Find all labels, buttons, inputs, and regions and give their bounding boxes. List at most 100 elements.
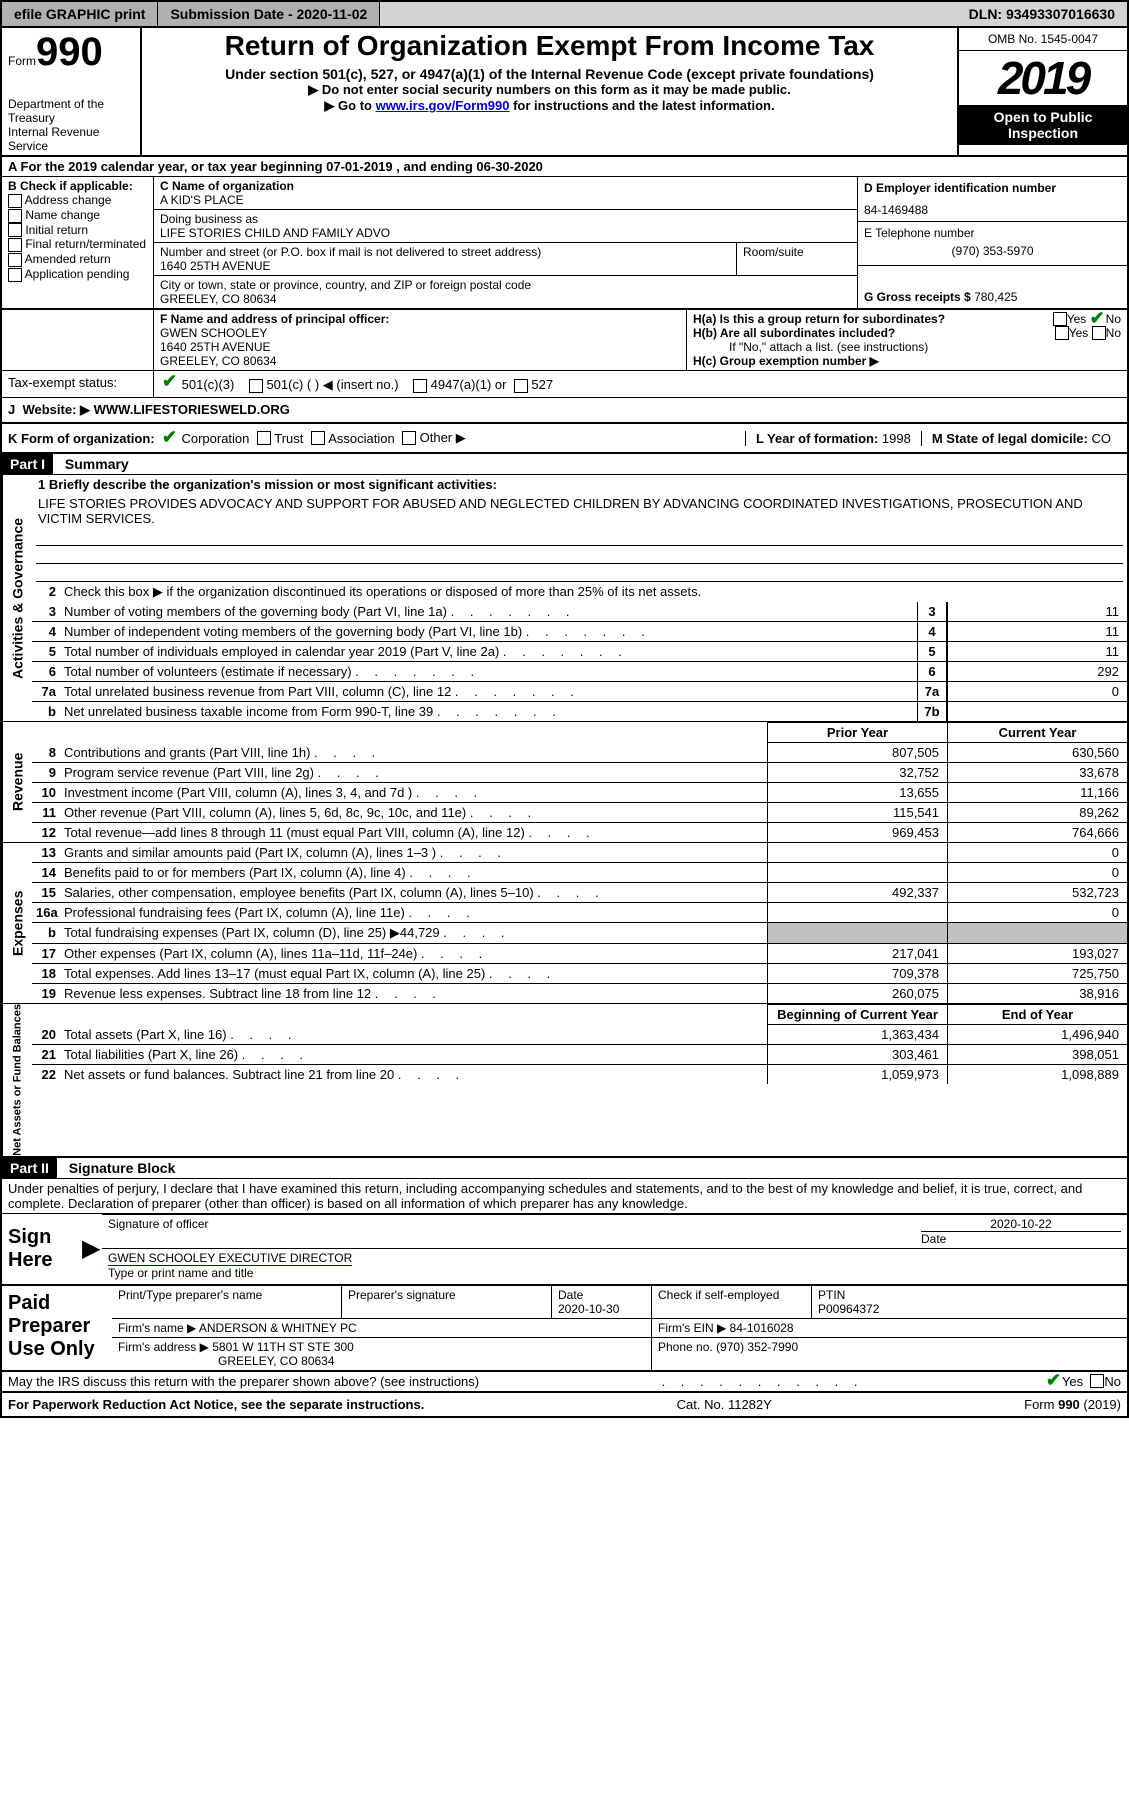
- line-text: Investment income (Part VIII, column (A)…: [60, 783, 767, 802]
- line-text: Net assets or fund balances. Subtract li…: [60, 1065, 767, 1084]
- discuss-row: May the IRS discuss this return with the…: [2, 1372, 1127, 1393]
- k-label: K Form of organization:: [8, 431, 155, 446]
- firm-addr-label: Firm's address ▶: [118, 1340, 209, 1354]
- current-year-value: 33,678: [947, 763, 1127, 782]
- checkbox[interactable]: [1090, 1374, 1104, 1388]
- header: Form 990 Department of the Treasury Inte…: [2, 28, 1127, 157]
- checkbox[interactable]: [413, 379, 427, 393]
- paid-preparer-row: Paid Preparer Use Only Print/Type prepar…: [2, 1286, 1127, 1372]
- checkbox[interactable]: [1053, 312, 1067, 326]
- line-text: Total expenses. Add lines 13–17 (must eq…: [60, 964, 767, 983]
- current-year-value: 725,750: [947, 964, 1127, 983]
- checkbox[interactable]: [8, 238, 22, 252]
- line-text: Total liabilities (Part X, line 26) . . …: [60, 1045, 767, 1064]
- tel-value: (970) 353-5970: [864, 244, 1121, 258]
- firm-addr: 5801 W 11TH ST STE 300: [212, 1340, 354, 1354]
- sidebar-revenue: Revenue: [2, 722, 32, 842]
- line-text: Benefits paid to or for members (Part IX…: [60, 863, 767, 882]
- mission-text: LIFE STORIES PROVIDES ADVOCACY AND SUPPO…: [32, 494, 1127, 528]
- submission-date: Submission Date - 2020-11-02: [158, 2, 380, 26]
- current-year-value: 0: [947, 843, 1127, 862]
- header-left: Form 990 Department of the Treasury Inte…: [2, 28, 142, 155]
- checkbox[interactable]: [1055, 326, 1069, 340]
- officer-addr1: 1640 25TH AVENUE: [160, 340, 680, 354]
- checkbox[interactable]: [8, 194, 22, 208]
- phone-value: (970) 352-7990: [716, 1340, 798, 1354]
- l-value: 1998: [882, 431, 911, 446]
- checkbox[interactable]: [514, 379, 528, 393]
- checkbox[interactable]: [8, 223, 22, 237]
- instructions-link[interactable]: www.irs.gov/Form990: [376, 98, 510, 113]
- part1-title: Summary: [57, 456, 129, 472]
- line-text: Contributions and grants (Part VIII, lin…: [60, 743, 767, 762]
- checkbox[interactable]: [8, 268, 22, 282]
- line-number: 16a: [32, 903, 60, 922]
- checkmark-icon: [1046, 1374, 1062, 1388]
- activities-section: Activities & Governance 1 Briefly descri…: [2, 475, 1127, 722]
- row-a: A For the 2019 calendar year, or tax yea…: [2, 157, 1127, 177]
- sign-date-label: Date: [921, 1232, 946, 1246]
- k-corp: Corporation: [181, 431, 249, 446]
- header-mid: Return of Organization Exempt From Incom…: [142, 28, 957, 155]
- part2-header-row: Part II Signature Block: [2, 1158, 1127, 1179]
- part1-header-row: Part I Summary: [2, 454, 1127, 475]
- firm-name: ANDERSON & WHITNEY PC: [199, 1321, 357, 1335]
- line-text: Grants and similar amounts paid (Part IX…: [60, 843, 767, 862]
- prior-year-value: [767, 903, 947, 922]
- line2-text: Check this box ▶ if the organization dis…: [64, 584, 701, 599]
- firm-label: Firm's name ▶: [118, 1321, 196, 1335]
- checkbox[interactable]: [8, 209, 22, 223]
- line-number: 22: [32, 1065, 60, 1084]
- omb: OMB No. 1545-0047: [959, 28, 1127, 51]
- line-number: 17: [32, 944, 60, 963]
- if-no-note: If "No," attach a list. (see instruction…: [693, 340, 1121, 354]
- hb-label: H(b) Are all subordinates included?: [693, 326, 1055, 340]
- preparer-label: Paid Preparer Use Only: [2, 1286, 112, 1370]
- opt-final-return: Final return/terminated: [25, 237, 146, 251]
- form-title: Return of Organization Exempt From Incom…: [148, 30, 951, 62]
- yes: Yes: [1069, 326, 1089, 340]
- current-year-value: 398,051: [947, 1045, 1127, 1064]
- meta-row: B Check if applicable: Address change Na…: [2, 177, 1127, 310]
- checkbox[interactable]: [402, 431, 416, 445]
- prior-year-value: 217,041: [767, 944, 947, 963]
- name-label: C Name of organization: [160, 179, 851, 193]
- tax-status-row: Tax-exempt status: 501(c)(3) 501(c) ( ) …: [2, 371, 1127, 398]
- firm-ein: 84-1016028: [730, 1321, 794, 1335]
- phone-label: Phone no.: [658, 1340, 713, 1354]
- status-501c3: 501(c)(3): [182, 377, 235, 392]
- line-number: 10: [32, 783, 60, 802]
- pra-notice: For Paperwork Reduction Act Notice, see …: [8, 1397, 424, 1412]
- dln: DLN: 93493307016630: [957, 2, 1127, 26]
- k-other: Other ▶: [420, 430, 466, 446]
- current-year-value: 1,098,889: [947, 1065, 1127, 1084]
- checkbox[interactable]: [249, 379, 263, 393]
- line-text: Total number of volunteers (estimate if …: [60, 662, 917, 681]
- part2-badge: Part II: [2, 1158, 57, 1178]
- efile-button[interactable]: efile GRAPHIC print: [2, 2, 158, 26]
- checkmark-icon: [162, 431, 178, 445]
- checkmark-icon: [162, 375, 178, 389]
- prior-year-value: 32,752: [767, 763, 947, 782]
- tel-label: E Telephone number: [864, 226, 1121, 240]
- current-year-value: 764,666: [947, 823, 1127, 842]
- form-ref: Form 990 (2019): [1024, 1397, 1121, 1412]
- ssn-note: ▶ Do not enter social security numbers o…: [148, 82, 951, 98]
- box-f: F Name and address of principal officer:…: [154, 310, 687, 370]
- org-name: A KID'S PLACE: [160, 193, 851, 207]
- line-value: 292: [947, 662, 1127, 681]
- header-right: OMB No. 1545-0047 2019 Open to Public In…: [957, 28, 1127, 155]
- prior-year-value: [767, 863, 947, 882]
- sidebar-activities: Activities & Governance: [2, 475, 32, 721]
- line-text: Total revenue—add lines 8 through 11 (mu…: [60, 823, 767, 842]
- checkbox[interactable]: [311, 431, 325, 445]
- prep-check-label: Check if self-employed: [658, 1288, 779, 1302]
- checkbox[interactable]: [8, 253, 22, 267]
- line-number: 11: [32, 803, 60, 822]
- line-text: Total assets (Part X, line 16) . . . .: [60, 1025, 767, 1044]
- line-number: 13: [32, 843, 60, 862]
- line-text: Revenue less expenses. Subtract line 18 …: [60, 984, 767, 1003]
- current-year-value: 89,262: [947, 803, 1127, 822]
- checkbox[interactable]: [257, 431, 271, 445]
- officer-addr2: GREELEY, CO 80634: [160, 354, 680, 368]
